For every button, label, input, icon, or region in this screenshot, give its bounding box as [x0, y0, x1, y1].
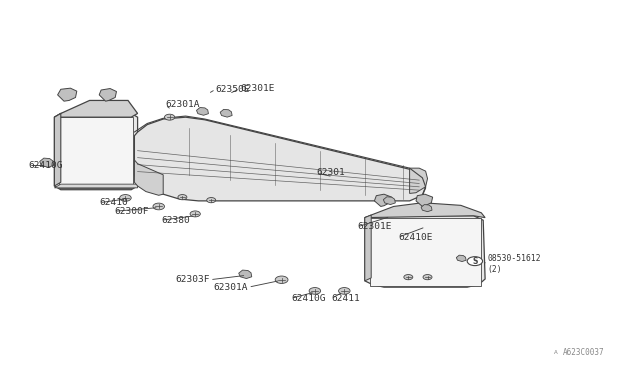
- Circle shape: [207, 198, 216, 203]
- Text: S: S: [472, 257, 477, 266]
- Text: A: A: [554, 350, 558, 355]
- Polygon shape: [58, 88, 77, 101]
- Polygon shape: [134, 117, 426, 201]
- Circle shape: [404, 275, 413, 280]
- Polygon shape: [54, 113, 138, 190]
- Text: 62410: 62410: [99, 198, 128, 207]
- Circle shape: [309, 288, 321, 294]
- Circle shape: [467, 257, 483, 266]
- Circle shape: [190, 211, 200, 217]
- Text: 62350E: 62350E: [216, 85, 250, 94]
- Polygon shape: [54, 100, 138, 117]
- Circle shape: [178, 195, 187, 200]
- Text: 62301: 62301: [317, 169, 346, 177]
- Polygon shape: [196, 108, 209, 115]
- Text: 62301A: 62301A: [165, 100, 200, 109]
- Polygon shape: [99, 89, 116, 101]
- Circle shape: [275, 276, 288, 283]
- Text: 62411: 62411: [332, 294, 360, 303]
- Text: 62380: 62380: [161, 216, 190, 225]
- Polygon shape: [54, 113, 61, 186]
- Circle shape: [153, 203, 164, 210]
- Text: 62301E: 62301E: [357, 222, 392, 231]
- Polygon shape: [410, 168, 428, 193]
- Polygon shape: [365, 203, 485, 218]
- Polygon shape: [421, 205, 432, 212]
- Text: 62410G: 62410G: [291, 294, 326, 303]
- Polygon shape: [370, 218, 481, 286]
- Circle shape: [339, 288, 350, 294]
- Text: 08530-51612
(2): 08530-51612 (2): [488, 254, 541, 274]
- Text: 62300F: 62300F: [114, 207, 148, 216]
- Polygon shape: [239, 270, 252, 279]
- Polygon shape: [456, 255, 466, 262]
- Text: 62410G: 62410G: [29, 161, 63, 170]
- Polygon shape: [416, 194, 433, 206]
- Text: 62410E: 62410E: [398, 233, 433, 242]
- Polygon shape: [365, 216, 485, 287]
- Text: 62301E: 62301E: [240, 84, 275, 93]
- Circle shape: [120, 195, 131, 201]
- Polygon shape: [383, 197, 396, 205]
- Polygon shape: [134, 160, 163, 195]
- Polygon shape: [59, 117, 133, 188]
- Text: A623C0037: A623C0037: [563, 348, 605, 357]
- Circle shape: [423, 275, 432, 280]
- Polygon shape: [365, 215, 371, 281]
- Circle shape: [164, 114, 175, 120]
- Text: 62301A: 62301A: [214, 283, 248, 292]
- Polygon shape: [220, 109, 232, 117]
- Polygon shape: [40, 158, 54, 167]
- Text: 62303F: 62303F: [175, 275, 210, 284]
- Polygon shape: [374, 194, 392, 206]
- Polygon shape: [54, 184, 138, 188]
